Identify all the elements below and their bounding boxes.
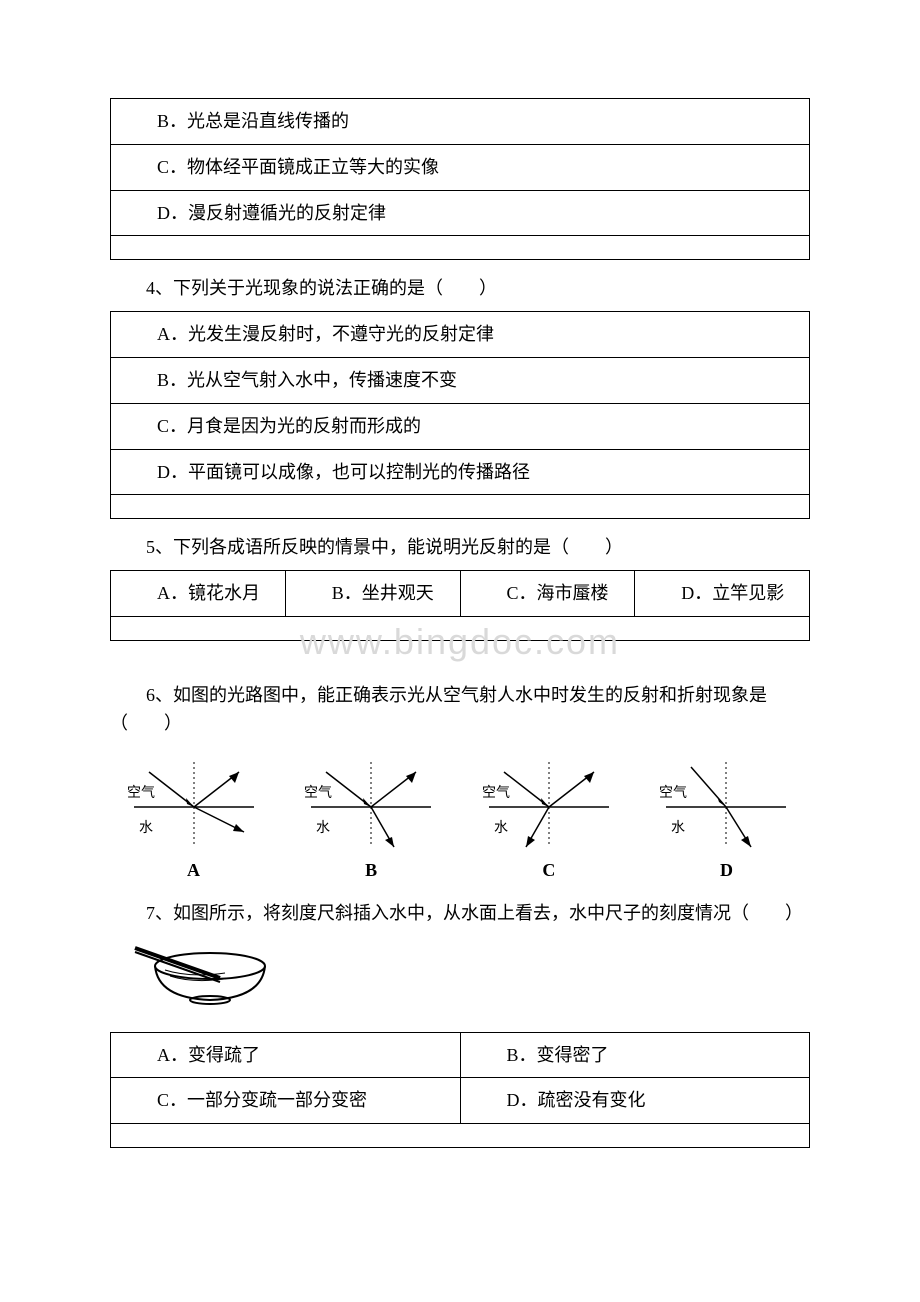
q6-label-c: C: [471, 856, 626, 885]
q5-options-table: A．镜花水月 B．坐井观天 C．海市蜃楼 D．立竿见影: [110, 570, 810, 641]
water-label-d: 水: [671, 820, 685, 836]
q4-opt-a: A．光发生漫反射时，不遵守光的反射定律: [111, 312, 810, 358]
q6-label-b: B: [294, 856, 449, 885]
q4-options-table: A．光发生漫反射时，不遵守光的反射定律 B．光从空气射入水中，传播速度不变 C．…: [110, 311, 810, 519]
air-label-d: 空气: [659, 785, 687, 801]
q5-empty-row: [111, 616, 810, 640]
water-label-b: 水: [316, 820, 330, 836]
q6-diagram-c: 空气 水 C: [471, 752, 626, 885]
refraction-diagram-d-icon: 空气 水: [651, 752, 801, 852]
q5-stem: 5、下列各成语所反映的情景中，能说明光反射的是（ ）: [110, 533, 810, 562]
q6-diagrams: 空气 水 A 空气 水 B: [110, 752, 810, 885]
q7-opt-b: B．变得密了: [460, 1032, 810, 1078]
refraction-diagram-c-icon: 空气 水: [474, 752, 624, 852]
q5-opt-d: D．立竿见影: [635, 571, 810, 617]
q3-options-table: B．光总是沿直线传播的 C．物体经平面镜成正立等大的实像 D．漫反射遵循光的反射…: [110, 98, 810, 260]
q3-opt-c: C．物体经平面镜成正立等大的实像: [111, 144, 810, 190]
air-label-b: 空气: [304, 785, 332, 801]
q7-stem: 7、如图所示，将刻度尺斜插入水中，从水面上看去，水中尺子的刻度情况（ ）: [110, 899, 810, 928]
q6-label-d: D: [649, 856, 804, 885]
q3-opt-b: B．光总是沿直线传播的: [111, 99, 810, 145]
q3-opt-d: D．漫反射遵循光的反射定律: [111, 190, 810, 236]
q6-stem: 6、如图的光路图中，能正确表示光从空气射人水中时发生的反射和折射现象是（ ）: [110, 681, 810, 739]
q5-opt-c: C．海市蜃楼: [460, 571, 635, 617]
q6-diagram-d: 空气 水 D: [649, 752, 804, 885]
q4-opt-d: D．平面镜可以成像，也可以控制光的传播路径: [111, 449, 810, 495]
q4-opt-b: B．光从空气射入水中，传播速度不变: [111, 357, 810, 403]
air-label-a: 空气: [127, 785, 155, 801]
q6-diagram-b: 空气 水 B: [294, 752, 449, 885]
refraction-diagram-a-icon: 空气 水: [119, 752, 269, 852]
water-label-c: 水: [494, 820, 508, 836]
q6-label-a: A: [116, 856, 271, 885]
q4-stem: 4、下列关于光现象的说法正确的是（ ）: [110, 274, 810, 303]
refraction-diagram-b-icon: 空气 水: [296, 752, 446, 852]
q4-opt-c: C．月食是因为光的反射而形成的: [111, 403, 810, 449]
q7-opt-d: D．疏密没有变化: [460, 1078, 810, 1124]
water-label-a: 水: [139, 820, 153, 836]
q7-bowl-figure: [130, 938, 810, 1022]
q7-empty-row: [111, 1124, 810, 1148]
q7-opt-a: A．变得疏了: [111, 1032, 461, 1078]
air-label-c: 空气: [482, 785, 510, 801]
q4-empty-row: [111, 495, 810, 519]
q5-opt-b: B．坐井观天: [285, 571, 460, 617]
q3-empty-row: [111, 236, 810, 260]
q7-options-table: A．变得疏了 B．变得密了 C．一部分变疏一部分变密 D．疏密没有变化: [110, 1032, 810, 1149]
bowl-ruler-icon: [130, 938, 280, 1013]
q5-opt-a: A．镜花水月: [111, 571, 286, 617]
q6-diagram-a: 空气 水 A: [116, 752, 271, 885]
q7-opt-c: C．一部分变疏一部分变密: [111, 1078, 461, 1124]
